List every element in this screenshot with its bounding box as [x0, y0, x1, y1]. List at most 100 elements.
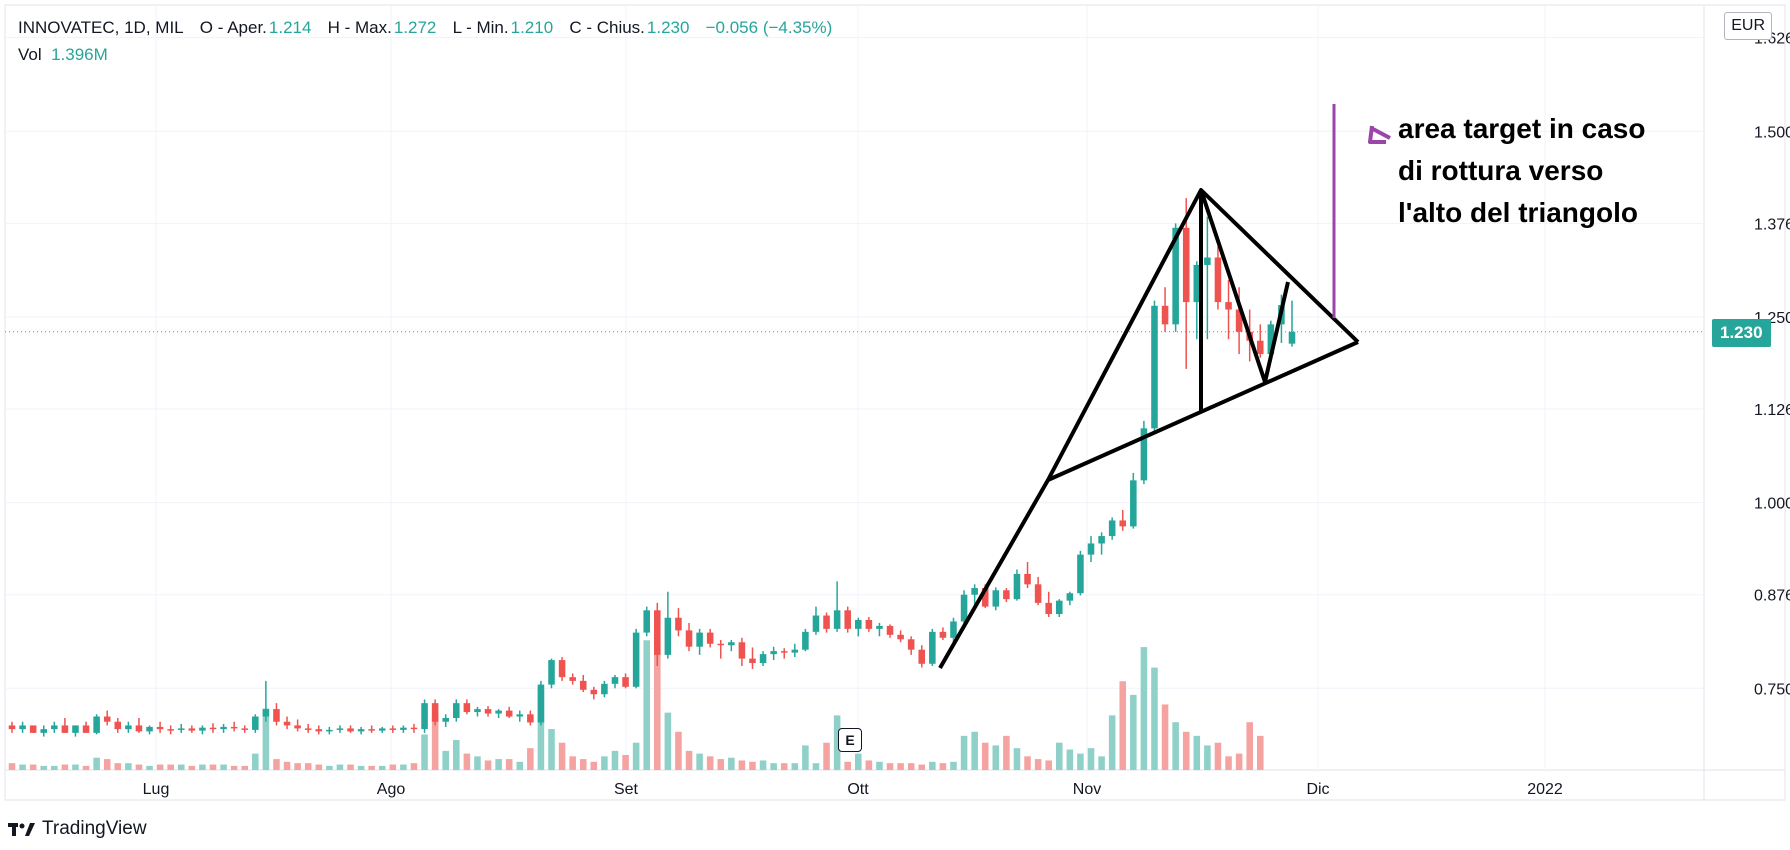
candle-body: [865, 619, 873, 629]
volume-bar: [357, 765, 365, 770]
y-tick-label: 1.126: [1754, 402, 1790, 419]
volume-bar: [262, 708, 270, 770]
volume-bar: [199, 764, 206, 770]
candle-body: [1267, 324, 1275, 355]
volume-bar: [1119, 681, 1127, 770]
candle-body: [156, 726, 164, 730]
candle-body: [453, 703, 460, 719]
candle-body: [61, 725, 69, 733]
annotation-line-2: di rottura verso: [1398, 155, 1604, 186]
volume-bar: [135, 764, 143, 770]
volume-bar: [558, 742, 566, 770]
volume-bar: [177, 764, 185, 770]
x-tick-label: Set: [614, 781, 639, 798]
candle-body: [1066, 593, 1074, 601]
volume-bar: [791, 763, 799, 770]
volume-bar: [51, 765, 58, 770]
volume-bar: [93, 757, 100, 770]
volume-bar: [495, 759, 502, 770]
volume-bar: [1172, 722, 1179, 770]
candle-body: [389, 728, 397, 730]
volume-bar: [876, 761, 883, 770]
volume-bar: [696, 753, 703, 770]
volume-bar: [601, 756, 608, 770]
candle-body: [1045, 602, 1052, 615]
candle-body: [1214, 257, 1222, 303]
volume-bar: [1193, 735, 1201, 770]
volume-bar: [220, 764, 227, 770]
candle-body: [93, 716, 100, 733]
x-tick-label: Ago: [377, 781, 406, 798]
volume-bar: [706, 756, 714, 770]
legend-header: INNOVATEC, 1D, MIL O - Aper. 1.214 H - Ma…: [18, 18, 834, 38]
candle-body: [527, 714, 534, 723]
candle-body: [1204, 257, 1211, 265]
chart-frame: [4, 4, 1786, 801]
tradingview-logo[interactable]: TradingView: [8, 818, 147, 840]
volume-bar: [400, 764, 407, 770]
volume-bar: [780, 763, 788, 770]
low-value: 1.210: [510, 18, 554, 37]
volume-bar: [1256, 735, 1264, 770]
volume-bar: [749, 761, 756, 770]
volume-bar: [675, 731, 682, 770]
candle-body: [19, 725, 26, 730]
target-arrow-icon: [1370, 126, 1391, 140]
volume-bar: [929, 761, 936, 770]
volume-bar: [643, 640, 650, 770]
candle-body: [675, 617, 682, 631]
volume-bar: [1045, 760, 1052, 770]
candle-body: [103, 716, 111, 722]
volume-bar: [1130, 694, 1137, 770]
volume-bar: [315, 764, 323, 770]
volume-bar: [1225, 756, 1232, 770]
current-price-tag: 1.230: [1712, 318, 1771, 347]
candle-body: [971, 588, 978, 595]
symbol-label: INNOVATEC, 1D, MIL: [18, 18, 184, 37]
volume-bar: [421, 734, 428, 770]
candle-body: [728, 642, 735, 646]
candle-body: [1161, 305, 1169, 325]
close-value: 1.230: [646, 18, 690, 37]
volume-bar: [759, 760, 767, 770]
candle-body: [558, 660, 566, 678]
volume-bar: [378, 765, 386, 770]
candle-body: [812, 615, 820, 632]
candle-body: [72, 725, 79, 733]
y-tick-label: 1.000: [1754, 496, 1790, 513]
volume-bar: [897, 763, 904, 770]
volume-bar: [188, 765, 196, 770]
volume-bar: [1182, 731, 1190, 770]
candle-body: [537, 684, 545, 723]
volume-bar: [1066, 749, 1074, 770]
annotation-line-1: area target in caso: [1398, 113, 1646, 144]
volume-bar: [72, 764, 79, 770]
candle-body: [421, 703, 428, 730]
currency-button[interactable]: EUR: [1724, 12, 1772, 40]
volume-bar: [632, 742, 640, 770]
x-tick-label: Nov: [1073, 781, 1101, 798]
earnings-marker[interactable]: E: [838, 728, 862, 752]
candle-body: [209, 727, 217, 730]
candle-body: [717, 643, 725, 646]
candle-body: [304, 728, 312, 730]
candle-body: [685, 630, 693, 647]
volume-bar: [336, 764, 344, 770]
volume-bar: [1003, 735, 1010, 770]
annotation-line-3: l'alto del triangolo: [1398, 197, 1638, 228]
volume-bar: [802, 745, 809, 770]
volume-bar: [484, 760, 492, 770]
volume-label: Vol: [18, 45, 42, 64]
volume-bar: [453, 739, 460, 770]
candle-body: [273, 709, 280, 722]
candle-body: [981, 588, 989, 607]
volume-bar: [29, 764, 37, 770]
candle-body: [1151, 305, 1158, 429]
volume-bar: [728, 757, 735, 770]
candle-body: [590, 689, 598, 695]
tradingview-icon: [8, 823, 35, 836]
annotation-text: area target in caso di rottura verso l'a…: [1398, 108, 1645, 234]
candle-body: [929, 631, 936, 664]
volume-bar: [537, 688, 545, 770]
